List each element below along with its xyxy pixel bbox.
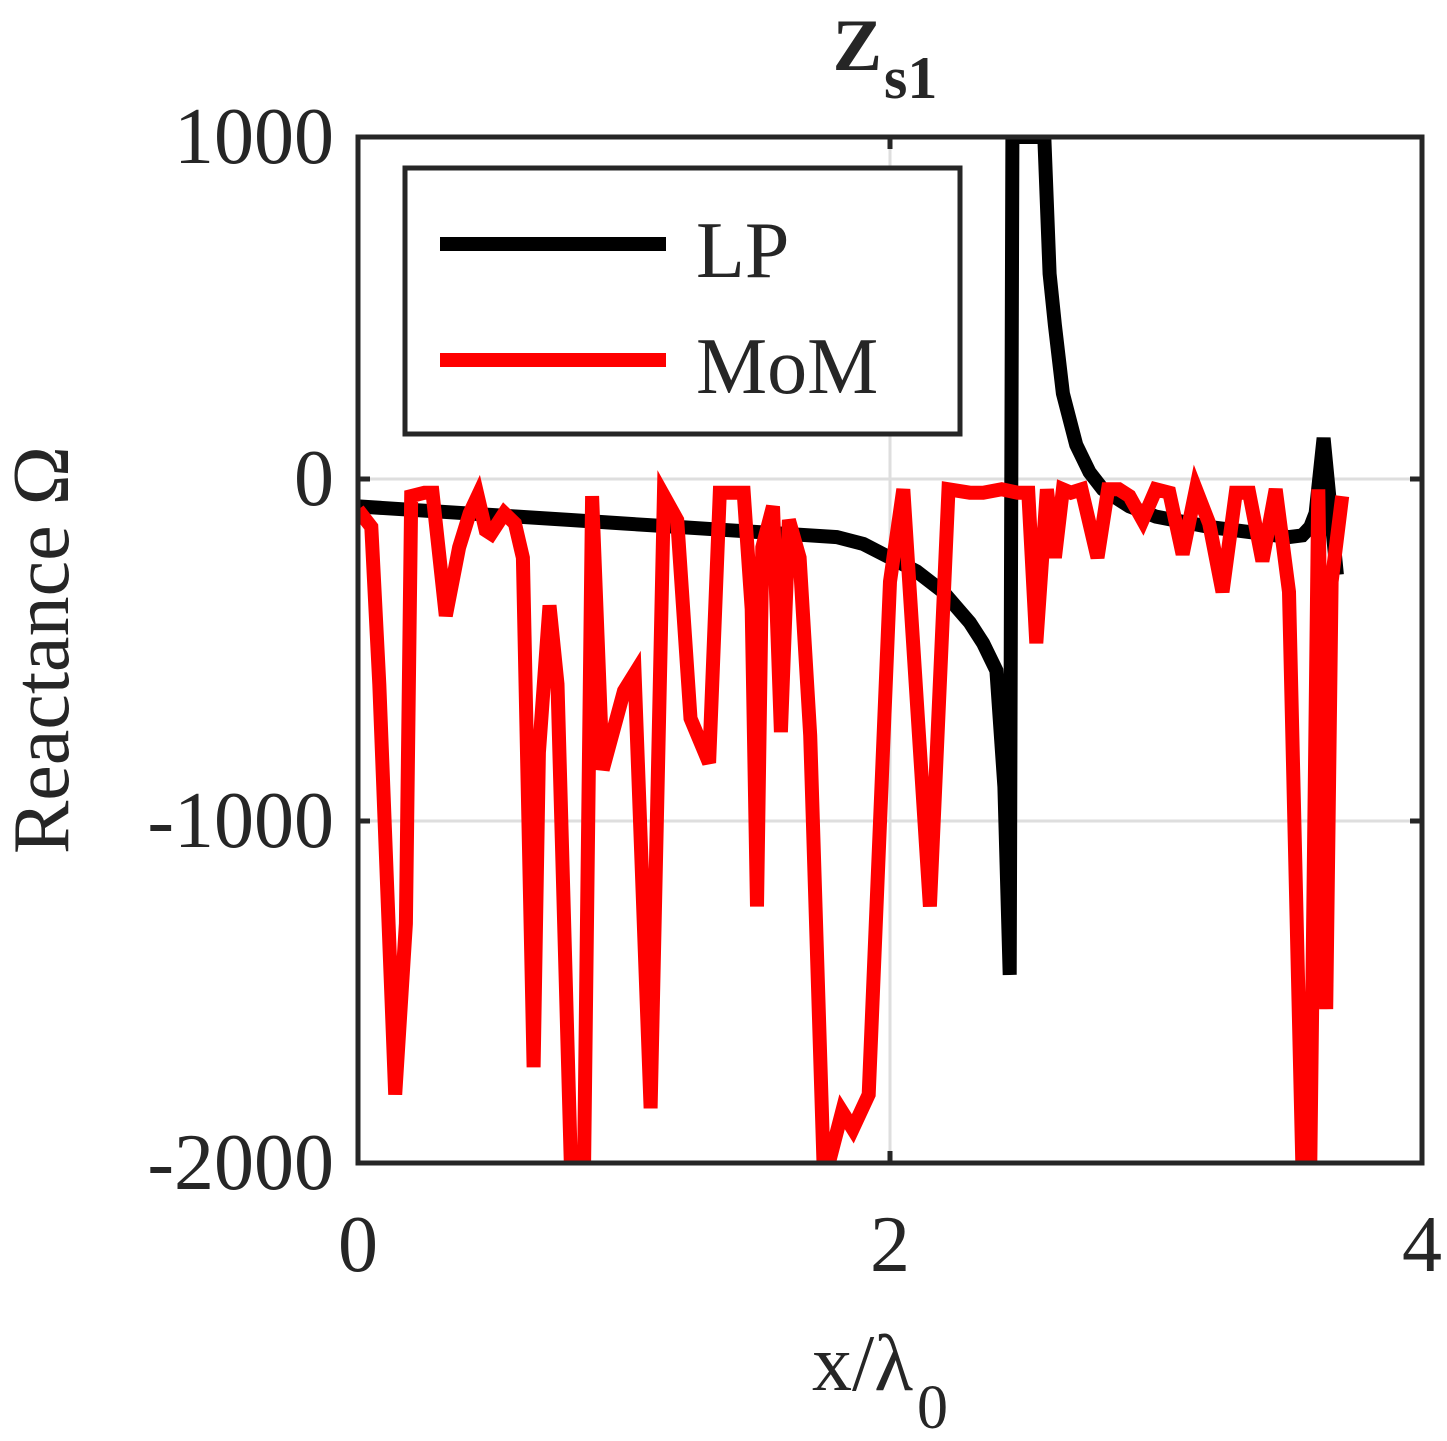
legend-label-mom: MoM: [696, 323, 878, 411]
chart-title-main: Z: [833, 5, 882, 87]
y-tick-label: 0: [294, 435, 334, 523]
x-tick-label: 4: [1402, 1201, 1442, 1289]
legend-label-lp: LP: [696, 207, 789, 295]
series-line-mom: [358, 464, 1350, 1163]
x-tick-label: 2: [870, 1201, 910, 1289]
y-tick-label: -2000: [147, 1119, 334, 1207]
x-axis-label-subscript: 0: [917, 1374, 948, 1441]
legend-box: [402, 165, 963, 437]
y-axis-label: Reactance Ω: [0, 446, 86, 854]
chart-title-subscript: s1: [884, 45, 937, 111]
y-tick-label: -1000: [147, 777, 334, 865]
x-tick-label: 0: [338, 1201, 378, 1289]
axis-ticks: 0 2 4 -2000 -1000 0 1000: [147, 93, 1442, 1289]
x-axis-label-main: x/λ: [812, 1320, 913, 1408]
series-lines: [358, 137, 1350, 1163]
legend: LP MoM: [402, 165, 963, 437]
chart-title: Zs1: [833, 5, 938, 111]
y-tick-label: 1000: [174, 93, 334, 181]
x-axis-label: x/λ0: [812, 1320, 948, 1441]
